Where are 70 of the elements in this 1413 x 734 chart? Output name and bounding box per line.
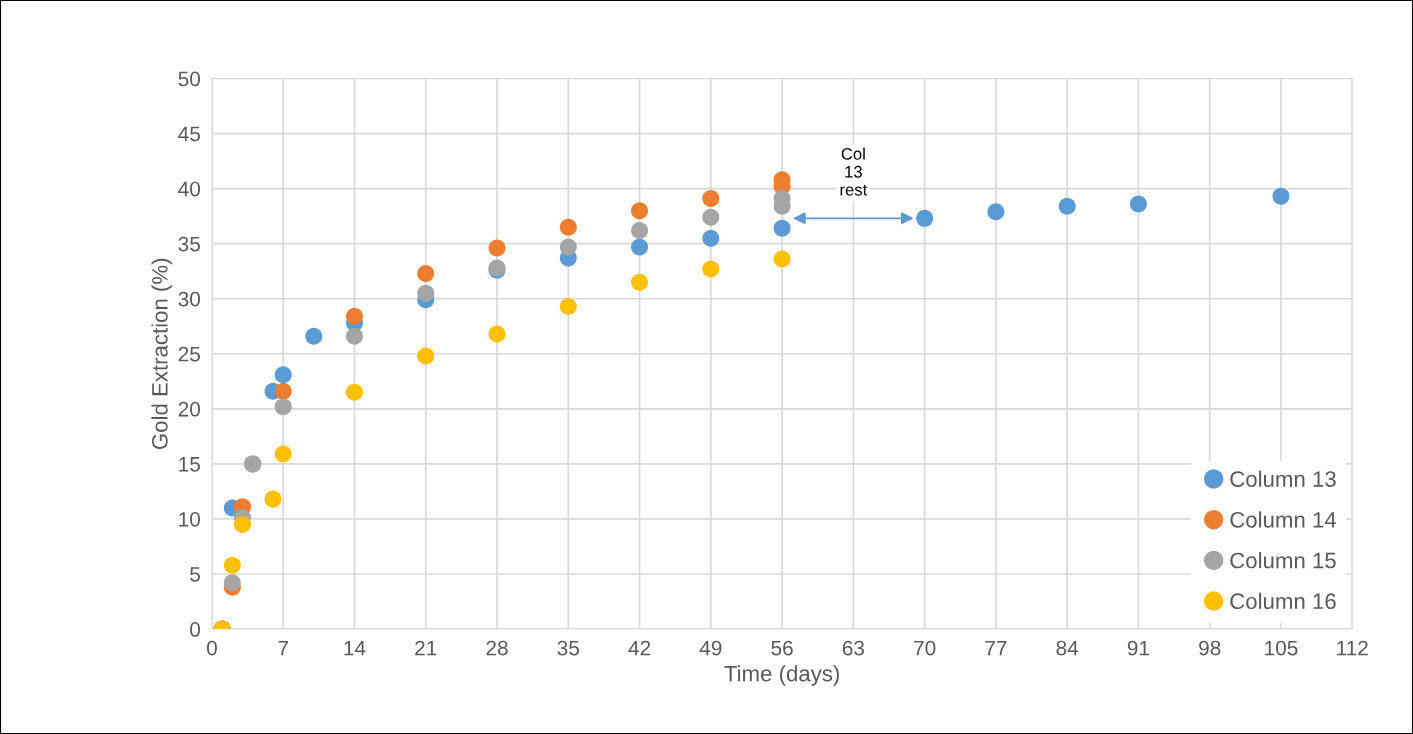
y-tick-label: 15 [179,457,200,472]
x-tick-label: 56 [771,640,793,656]
legend-label: Column 16 [1230,592,1336,610]
y-tick-label: 0 [190,622,201,637]
x-tick-label: 7 [278,640,288,656]
x-tick-label: 0 [206,640,217,656]
x-tick-label: 14 [344,640,366,656]
legend-label: Column 14 [1230,511,1337,528]
x-tick-label: 42 [628,640,651,656]
point [773,250,791,268]
point [488,325,506,343]
y-tick-label: 40 [178,181,201,197]
point [631,221,649,239]
x-tick-label: 28 [486,640,508,656]
x-tick-label: 35 [557,640,580,656]
x-tick-label: 49 [699,640,722,656]
y-tick-label: 5 [190,567,200,582]
point [1058,197,1076,215]
point [1272,187,1290,205]
point [488,239,506,257]
x-tick-label: 91 [1127,640,1150,656]
point [987,203,1005,221]
y-tick-label: 50 [178,71,201,87]
point [702,208,720,226]
x-tick-label: 98 [1199,640,1221,656]
point [264,490,282,508]
point [345,327,363,345]
annotation: Col 13 rest [840,147,868,196]
point [417,264,435,282]
point [223,574,241,592]
y-tick-label: 20 [178,401,201,417]
point [631,202,649,220]
point [345,383,363,401]
point [305,327,323,345]
point [1129,195,1147,213]
point [274,382,292,400]
y-tick-label: 25 [178,346,200,362]
point [702,260,720,278]
point [223,556,241,574]
legend-label: Column 15 [1230,552,1336,569]
x-tick-label: 77 [985,640,1007,656]
point [345,307,363,325]
point [702,229,720,247]
y-tick-label: 10 [179,511,201,527]
point [559,297,577,315]
point [417,347,435,365]
point [702,190,720,208]
x-tick-label: 63 [842,640,865,656]
y-axis-title: Gold Extraction (%) [151,258,173,449]
point [916,209,934,227]
point [274,445,292,463]
point [417,284,435,302]
x-tick-label: 105 [1265,640,1298,656]
y-tick-label: 45 [178,126,200,142]
x-tick-label: 70 [914,640,936,656]
point [559,238,577,256]
point [631,238,649,256]
x-tick-label: 112 [1337,640,1368,656]
legend-label: Column 13 [1230,470,1336,487]
x-tick-label: 84 [1056,640,1079,656]
point [631,273,649,291]
x-tick-label: 21 [415,640,437,656]
point [274,398,292,416]
point [274,366,292,384]
y-tick-label: 35 [178,236,200,252]
x-axis-title: Time (days) [724,665,839,686]
point [233,515,251,533]
point [559,218,577,236]
y-tick-label: 30 [178,291,201,307]
point [773,219,791,237]
